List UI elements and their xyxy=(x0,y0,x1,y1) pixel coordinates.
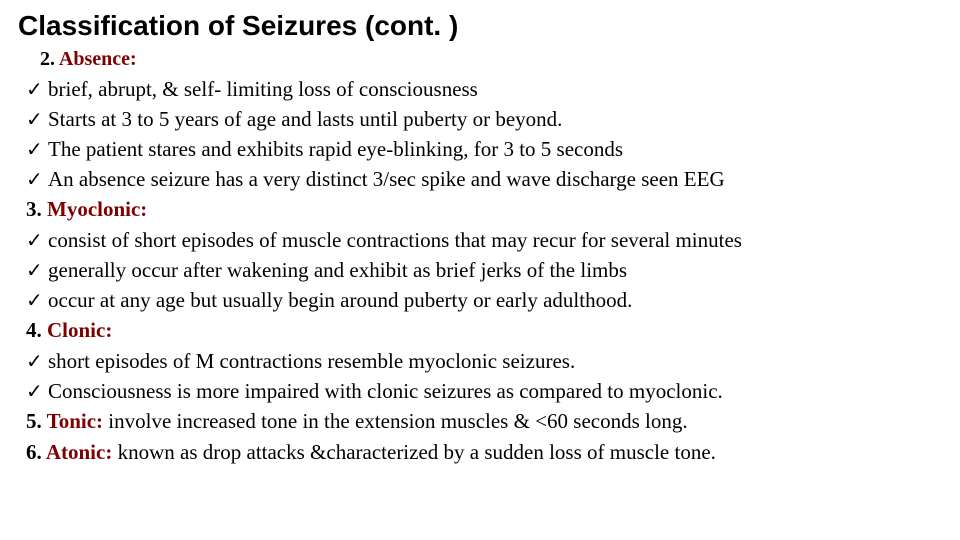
section-2-label: Absence: xyxy=(55,48,137,70)
bullet-item: ✓ brief, abrupt, & self- limiting loss o… xyxy=(26,77,940,102)
bullet-text: An absence seizure has a very distinct 3… xyxy=(48,167,940,192)
slide-title: Classification of Seizures (cont. ) xyxy=(18,10,940,42)
section-3-label: Myoclonic: xyxy=(42,197,148,221)
bullet-text: brief, abrupt, & self- limiting loss of … xyxy=(48,77,940,102)
check-icon: ✓ xyxy=(26,107,48,132)
bullet-text: short episodes of M contractions resembl… xyxy=(48,349,940,374)
section-5-line: 5. Tonic: involve increased tone in the … xyxy=(26,409,940,434)
bullet-item: ✓ Starts at 3 to 5 years of age and last… xyxy=(26,107,940,132)
section-6-line: 6. Atonic: known as drop attacks &charac… xyxy=(26,440,940,465)
bullet-item: ✓ occur at any age but usually begin aro… xyxy=(26,288,940,313)
bullet-text: Consciousness is more impaired with clon… xyxy=(48,379,940,404)
section-5-number: 5. xyxy=(26,409,47,433)
check-icon: ✓ xyxy=(26,137,48,162)
section-3-number: 3. xyxy=(26,197,42,221)
section-2-heading: 2. Absence: xyxy=(40,48,940,71)
section-4-label: Clonic: xyxy=(42,318,113,342)
check-icon: ✓ xyxy=(26,228,48,253)
check-icon: ✓ xyxy=(26,77,48,102)
check-icon: ✓ xyxy=(26,167,48,192)
bullet-item: ✓ short episodes of M contractions resem… xyxy=(26,349,940,374)
bullet-text: occur at any age but usually begin aroun… xyxy=(48,288,940,313)
check-icon: ✓ xyxy=(26,379,48,404)
bullet-text: consist of short episodes of muscle cont… xyxy=(48,228,940,253)
check-icon: ✓ xyxy=(26,349,48,374)
section-4-heading: 4. Clonic: xyxy=(26,318,940,343)
bullet-item: ✓ generally occur after wakening and exh… xyxy=(26,258,940,283)
section-3-heading: 3. Myoclonic: xyxy=(26,197,940,222)
bullet-text: generally occur after wakening and exhib… xyxy=(48,258,940,283)
bullet-item: ✓ consist of short episodes of muscle co… xyxy=(26,228,940,253)
section-4-number: 4. xyxy=(26,318,42,342)
section-2-number: 2. xyxy=(40,48,55,70)
bullet-item: ✓ Consciousness is more impaired with cl… xyxy=(26,379,940,404)
section-6-text: known as drop attacks &characterized by … xyxy=(112,440,716,464)
section-6-label: Atonic: xyxy=(46,440,113,464)
section-5-label: Tonic: xyxy=(47,409,103,433)
bullet-text: Starts at 3 to 5 years of age and lasts … xyxy=(48,107,940,132)
section-6-number: 6. xyxy=(26,440,46,464)
check-icon: ✓ xyxy=(26,258,48,283)
section-5-text: involve increased tone in the extension … xyxy=(103,409,688,433)
check-icon: ✓ xyxy=(26,288,48,313)
bullet-text: The patient stares and exhibits rapid ey… xyxy=(48,137,940,162)
bullet-item: ✓ An absence seizure has a very distinct… xyxy=(26,167,940,192)
bullet-item: ✓ The patient stares and exhibits rapid … xyxy=(26,137,940,162)
